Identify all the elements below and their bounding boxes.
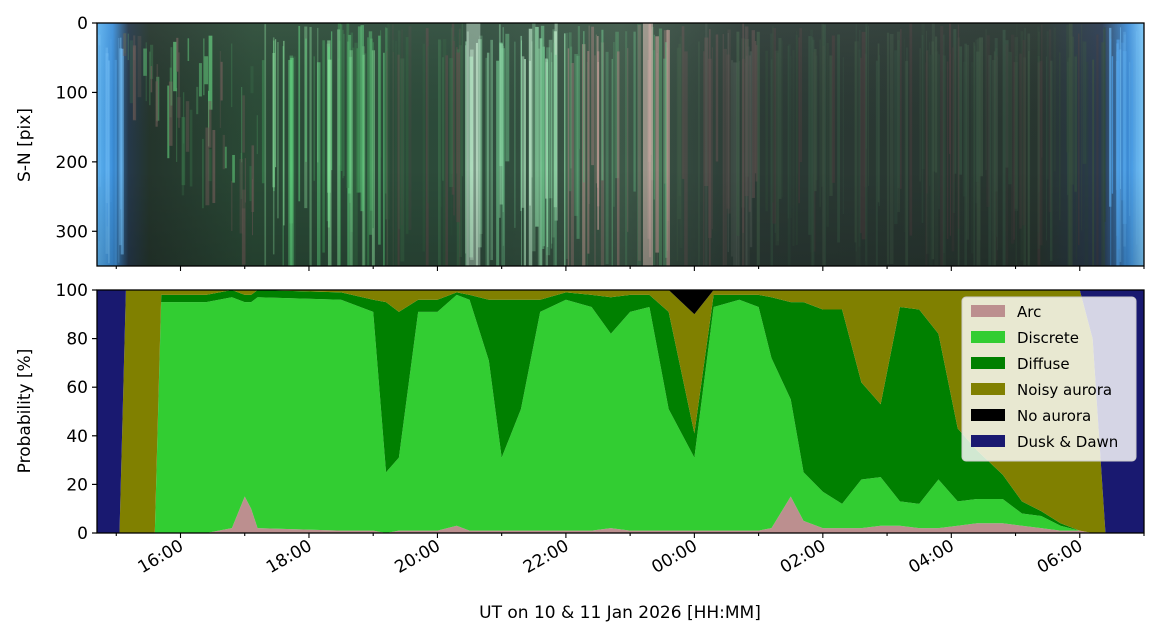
x-tick-label: 00:00 [648,536,700,578]
legend-entry: Arc [1017,303,1041,321]
x-tick-label: 18:00 [263,536,315,578]
legend-swatch [971,409,1005,421]
keogram-x-ticks [115,266,1145,271]
keogram-y-tick-label: 100 [56,83,88,103]
x-tick-label: 22:00 [520,536,572,578]
probability-x-ticks: 16:00 18:00 20:00 22:00 00:00 02:00 04:00 06:00 [115,533,1145,578]
legend: Arc Discrete Diffuse Noisy aurora No aurora D… [961,296,1137,462]
legend-entry: Dusk & Dawn [1017,433,1118,451]
probability-y-label: Probability [%] [15,349,35,474]
legend-entry: Diffuse [1017,355,1070,373]
probability-y-tick-label: 60 [66,378,88,398]
legend-entry: Noisy aurora [1017,381,1112,399]
legend-entry: Discrete [1017,329,1079,347]
probability-y-tick-label: 40 [66,427,88,447]
legend-swatch [971,305,1005,317]
legend-swatch [971,435,1005,447]
keogram-panel: 0 100 200 300 S-N [pix] [15,14,1145,271]
keogram-y-tick-label: 200 [56,153,88,173]
x-tick-label: 06:00 [1034,536,1086,578]
keogram-shade [97,23,1144,266]
legend-box [961,296,1137,462]
probability-y-tick-label: 20 [66,475,88,495]
probability-y-ticks: 0 20 40 60 80 100 [56,281,97,544]
x-tick-label: 02:00 [777,536,829,578]
legend-swatch [971,331,1005,343]
x-axis-label: UT on 10 & 11 Jan 2026 [HH:MM] [479,603,761,623]
keogram-y-ticks: 0 100 200 300 [56,14,97,242]
area-discrete [97,294,1144,533]
keogram-y-label: S-N [pix] [15,108,35,182]
x-tick-label: 16:00 [135,536,187,578]
probability-y-tick-label: 0 [77,524,88,544]
keogram-frame [96,22,1145,267]
area-arc [97,496,1144,533]
legend-swatch [971,383,1005,395]
legend-swatch [971,357,1005,369]
area-noisy-aurora [97,290,1144,533]
area-diffuse [97,290,1144,533]
x-tick-label: 04:00 [905,536,957,578]
x-tick-label: 20:00 [392,536,444,578]
probability-areas [97,290,1144,533]
probability-panel: 0 20 40 60 80 100 16:00 18:00 20:00 22:00 00:00 02… [15,281,1145,623]
legend-entry: No aurora [1017,407,1091,425]
probability-y-tick-label: 80 [66,330,88,350]
keogram-y-tick-label: 0 [77,14,88,34]
probability-frame [96,289,1145,534]
keogram-y-tick-label: 300 [56,222,88,242]
probability-y-tick-label: 100 [56,281,88,301]
